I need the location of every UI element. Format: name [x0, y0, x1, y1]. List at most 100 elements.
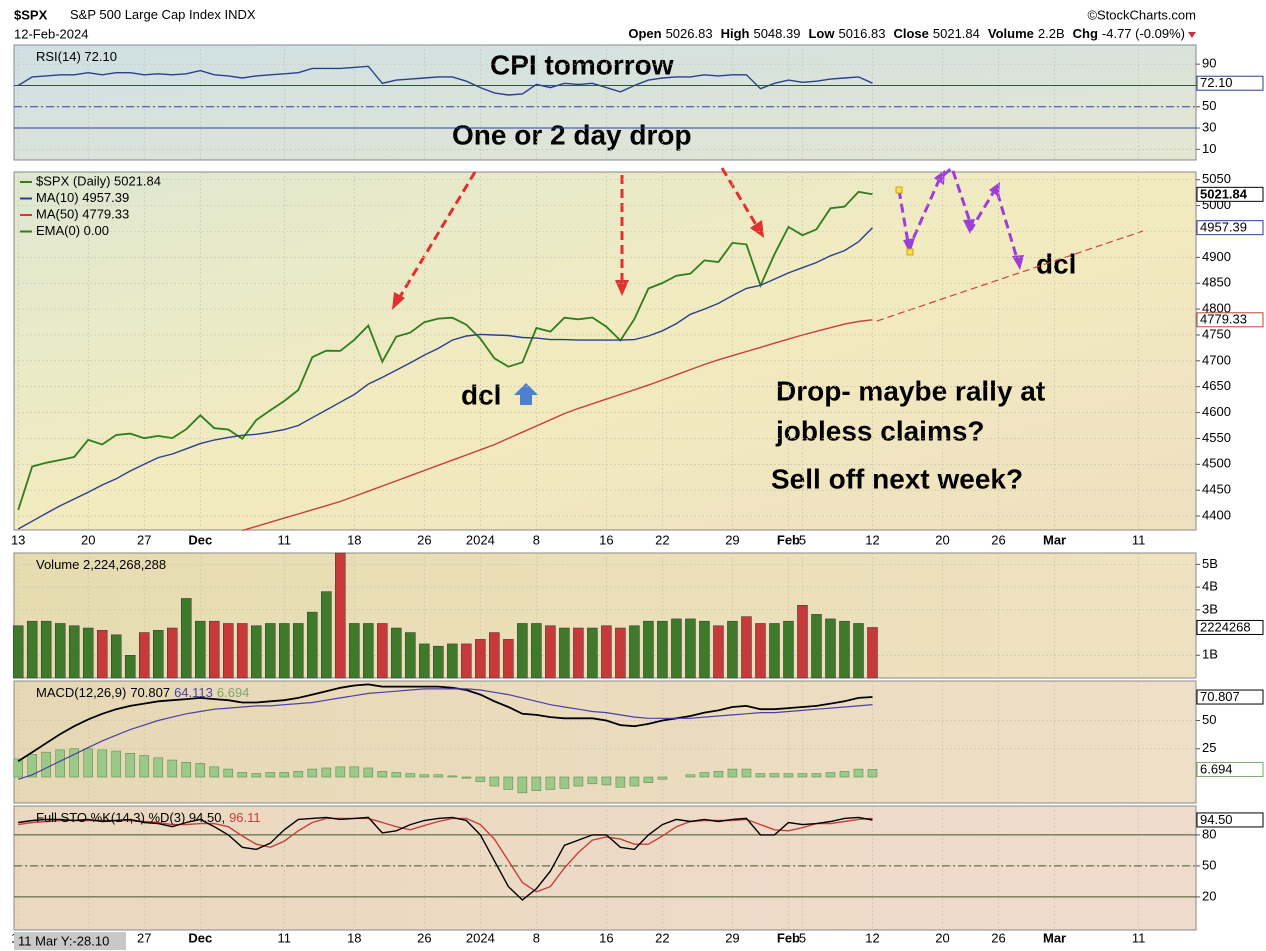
cursor-box [14, 932, 126, 950]
quote-label: Chg [1073, 26, 1098, 41]
y-tick-label: 50 [1202, 712, 1216, 727]
panel-title-text: MACD(12,26,9) [36, 685, 126, 700]
volume-bar [769, 623, 780, 679]
histogram-bar [377, 771, 388, 778]
red-arrowheads [392, 220, 764, 310]
x-tick-label: 8 [533, 930, 540, 945]
volume-bar [615, 627, 626, 679]
date: 12-Feb-2024 [14, 26, 88, 41]
volume-bar [419, 643, 430, 679]
value-box [1196, 220, 1264, 236]
histogram-bar [41, 751, 52, 778]
quote-label: Low [808, 26, 835, 41]
quote-value: 5026.83 [666, 26, 713, 41]
annotation: dcl [461, 379, 501, 410]
histogram-bar [279, 772, 290, 778]
value-box-label: 94.50 [1200, 812, 1233, 827]
x-tick-label: 11 [278, 930, 292, 945]
volume-bar [545, 625, 556, 679]
volume-bar [825, 618, 836, 679]
volume-bar [195, 620, 206, 679]
volume-bar [713, 625, 724, 679]
histogram-bar [153, 757, 164, 778]
y-tick-label: 90 [1202, 56, 1216, 71]
marker-square [895, 186, 903, 194]
value-box-label: 6.694 [1200, 761, 1233, 776]
series-line [18, 816, 873, 901]
histogram-bar [419, 774, 430, 778]
histogram-bar [629, 776, 640, 787]
x-tick-label: 26 [991, 930, 1005, 945]
histogram-bar [741, 768, 752, 778]
sto-panel [13, 805, 1197, 931]
y-tick-label: 4650 [1202, 378, 1231, 393]
volume-bar [237, 623, 248, 679]
histogram-bar [433, 774, 444, 778]
down-triangle [1188, 32, 1196, 38]
volume-bar [531, 623, 542, 679]
x-tick-label: 20 [935, 930, 949, 945]
x-tick-label: Dec [188, 930, 212, 945]
panel-title-value: 70.807 [130, 685, 170, 700]
annotation: Drop- maybe rally at [776, 375, 1045, 406]
series-line [17, 683, 873, 762]
x-tick-label: 26 [417, 532, 431, 547]
histogram-bar [615, 776, 626, 788]
volume-bar [96, 630, 108, 679]
volume-bar [209, 620, 220, 679]
volume-bar [839, 620, 850, 679]
volume-bar [12, 625, 24, 679]
histogram-bar [727, 768, 738, 778]
histogram-bar [867, 769, 878, 778]
y-tick-label: 1B [1202, 647, 1218, 662]
symbol-name: S&P 500 Large Cap Index INDX [70, 7, 256, 22]
histogram-bar [307, 768, 318, 778]
y-tick-label: 5B [1202, 556, 1218, 571]
x-tick-label: 27 [137, 930, 151, 945]
volume-bar [573, 627, 584, 679]
volume-bar [755, 623, 766, 679]
value-box [1196, 812, 1264, 828]
x-tick-label: 27 [137, 532, 151, 547]
trend-extension [876, 230, 1144, 322]
histogram-bar [447, 775, 458, 778]
volume-bar [124, 655, 136, 679]
quote-value: 2.2B [1038, 26, 1065, 41]
panel-title-value: 64.113 [174, 685, 213, 700]
volume-bar [433, 645, 444, 679]
histogram-bar [755, 773, 766, 778]
histogram-bar [797, 773, 808, 778]
x-tick-label: 29 [725, 532, 739, 547]
y-tick-label: 4600 [1202, 404, 1231, 419]
histogram-bar [391, 772, 402, 778]
x-tick-label: 11 [1132, 532, 1146, 547]
y-tick-label: 80 [1202, 826, 1216, 841]
histogram-bar [657, 776, 668, 780]
histogram-bar [601, 776, 612, 786]
volume-bar [265, 623, 276, 679]
volume-bar [727, 620, 738, 679]
value-box-label: 70.807 [1200, 689, 1240, 704]
histogram-bar [349, 766, 360, 778]
volume-bar [110, 634, 122, 679]
histogram-bar [195, 763, 206, 778]
volume-bar [587, 627, 598, 679]
x-tick-label: 11 [278, 532, 292, 547]
panel-title-text: Full STO %K(14,3) %D(3) 94.50, [36, 810, 225, 825]
y-tick-label: 4700 [1202, 352, 1231, 367]
y-tick-label: 4B [1202, 579, 1218, 594]
value-box [1196, 619, 1264, 635]
volume-bar [797, 605, 808, 679]
annotations: CPI tomorrow One or 2 day drop dcl Drop-… [392, 49, 1144, 494]
x-tick-label: 18 [347, 532, 361, 547]
y-tick-label: 3B [1202, 601, 1218, 616]
x-tick-label: 20 [81, 532, 95, 547]
histogram-bar [475, 776, 486, 782]
volume-bar [279, 623, 290, 679]
panel-title: Full STO %K(14,3) %D(3) 94.50, 96.11 [36, 810, 261, 825]
y-tick-label: 25 [1202, 740, 1216, 755]
histogram-bar [83, 748, 94, 778]
volume-bar [867, 627, 878, 679]
histogram-bar [363, 767, 374, 778]
